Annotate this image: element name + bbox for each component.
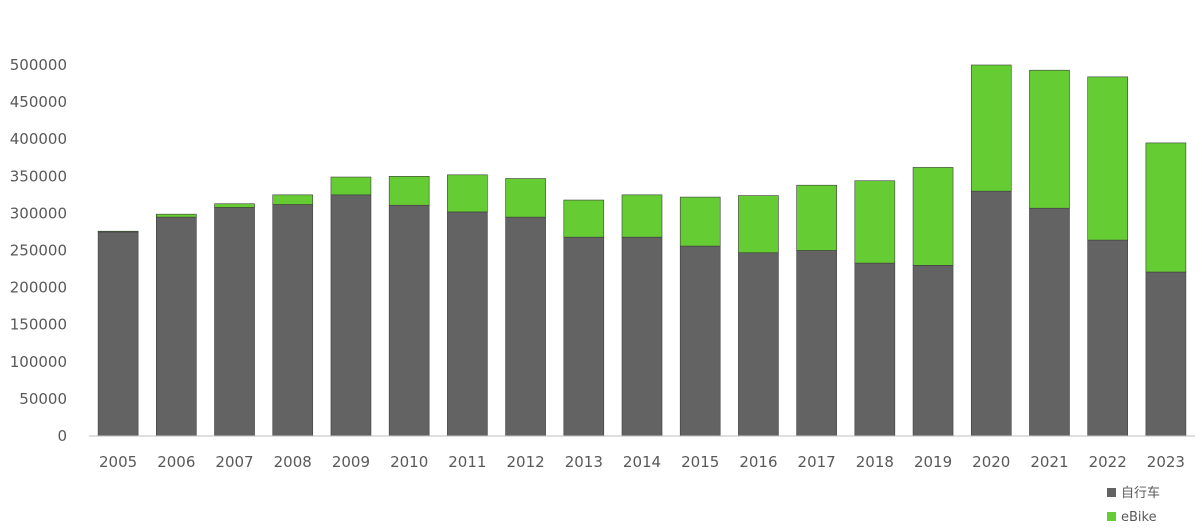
y-tick-label: 450000	[10, 93, 67, 111]
x-tick-label: 2014	[623, 453, 661, 471]
bar-bike-2006	[156, 216, 197, 437]
bar-bike-2019	[912, 265, 954, 437]
x-tick-label: 2019	[914, 453, 952, 471]
x-tick-label: 2005	[99, 453, 137, 471]
legend: 自行车 eBike	[1107, 485, 1160, 525]
x-tick-label: 2011	[448, 453, 486, 471]
bar-ebike-2012	[505, 178, 546, 218]
x-tick-label: 2021	[1030, 453, 1068, 471]
legend-label-bike: 自行车	[1121, 485, 1160, 501]
x-tick-label: 2018	[856, 453, 894, 471]
x-tick-label: 2006	[157, 453, 195, 471]
bar-ebike-2014	[621, 194, 663, 238]
bar-ebike-2020	[970, 64, 1012, 192]
x-tick-label: 2016	[739, 453, 777, 471]
bar-bike-2018	[854, 262, 896, 437]
legend-item-bike: 自行车	[1107, 485, 1160, 501]
y-tick-label: 350000	[10, 167, 67, 185]
y-tick-label: 200000	[10, 279, 67, 297]
bar-bike-2008	[272, 204, 314, 437]
bar-bike-2010	[388, 204, 430, 437]
x-tick-label: 2013	[565, 453, 603, 471]
bar-ebike-2023	[1145, 142, 1187, 273]
x-tick-label: 2015	[681, 453, 719, 471]
bar-ebike-2017	[796, 184, 837, 251]
bar-ebike-2018	[854, 180, 896, 264]
bars	[97, 64, 1187, 437]
bar-bike-2022	[1087, 239, 1128, 437]
legend-swatch-bike	[1107, 488, 1116, 497]
x-tick-label: 2017	[798, 453, 836, 471]
x-tick-label: 2012	[506, 453, 544, 471]
bar-bike-2011	[447, 211, 488, 437]
bar-bike-2021	[1029, 207, 1070, 437]
bar-ebike-2019	[912, 167, 954, 266]
legend-item-ebike: eBike	[1107, 510, 1157, 525]
x-tick-label: 2009	[332, 453, 370, 471]
bar-ebike-2007	[214, 203, 255, 208]
y-tick-label: 500000	[10, 56, 67, 74]
bar-ebike-2011	[447, 174, 488, 213]
bar-bike-2020	[970, 190, 1012, 437]
bar-bike-2005	[97, 231, 139, 437]
bar-ebike-2009	[330, 176, 372, 196]
bar-ebike-2013	[563, 199, 605, 238]
bar-bike-2023	[1145, 271, 1187, 437]
x-tick-label: 2022	[1089, 453, 1127, 471]
y-tick-label: 300000	[10, 204, 67, 222]
y-tick-label: 400000	[10, 130, 67, 148]
x-tick-label: 2020	[972, 453, 1010, 471]
x-tick-label: 2010	[390, 453, 428, 471]
x-axis: 2005 2006 2007 2008 2009 2010 2011 2012 2013 2014…	[99, 453, 1185, 471]
x-tick-label: 2008	[274, 453, 312, 471]
x-tick-label: 2023	[1147, 453, 1185, 471]
bar-bike-2015	[679, 245, 721, 437]
bar-ebike-2006	[156, 213, 197, 218]
legend-label-ebike: eBike	[1121, 510, 1157, 525]
x-tick-label: 2007	[215, 453, 253, 471]
bar-ebike-2008	[272, 194, 314, 205]
y-tick-label: 150000	[10, 316, 67, 334]
bar-ebike-2021	[1029, 69, 1070, 209]
y-tick-label: 100000	[10, 353, 67, 371]
bar-ebike-2005	[97, 230, 139, 233]
bar-ebike-2016	[738, 195, 779, 254]
y-tick-label: 0	[57, 427, 67, 445]
bar-ebike-2022	[1087, 76, 1128, 241]
bar-bike-2012	[505, 216, 546, 437]
bar-ebike-2010	[388, 176, 430, 206]
legend-swatch-ebike	[1107, 512, 1116, 521]
y-tick-label: 50000	[19, 390, 67, 408]
bar-bike-2007	[214, 207, 255, 437]
bar-bike-2009	[330, 194, 372, 437]
bar-bike-2016	[738, 252, 779, 437]
bar-bike-2013	[563, 236, 605, 437]
y-axis: 0 50000 100000 150000 200000 250000 300000 3500…	[10, 56, 67, 445]
y-tick-label: 250000	[10, 242, 67, 260]
bar-ebike-2015	[679, 196, 721, 247]
bar-bike-2014	[621, 236, 663, 437]
bar-bike-2017	[796, 250, 837, 437]
